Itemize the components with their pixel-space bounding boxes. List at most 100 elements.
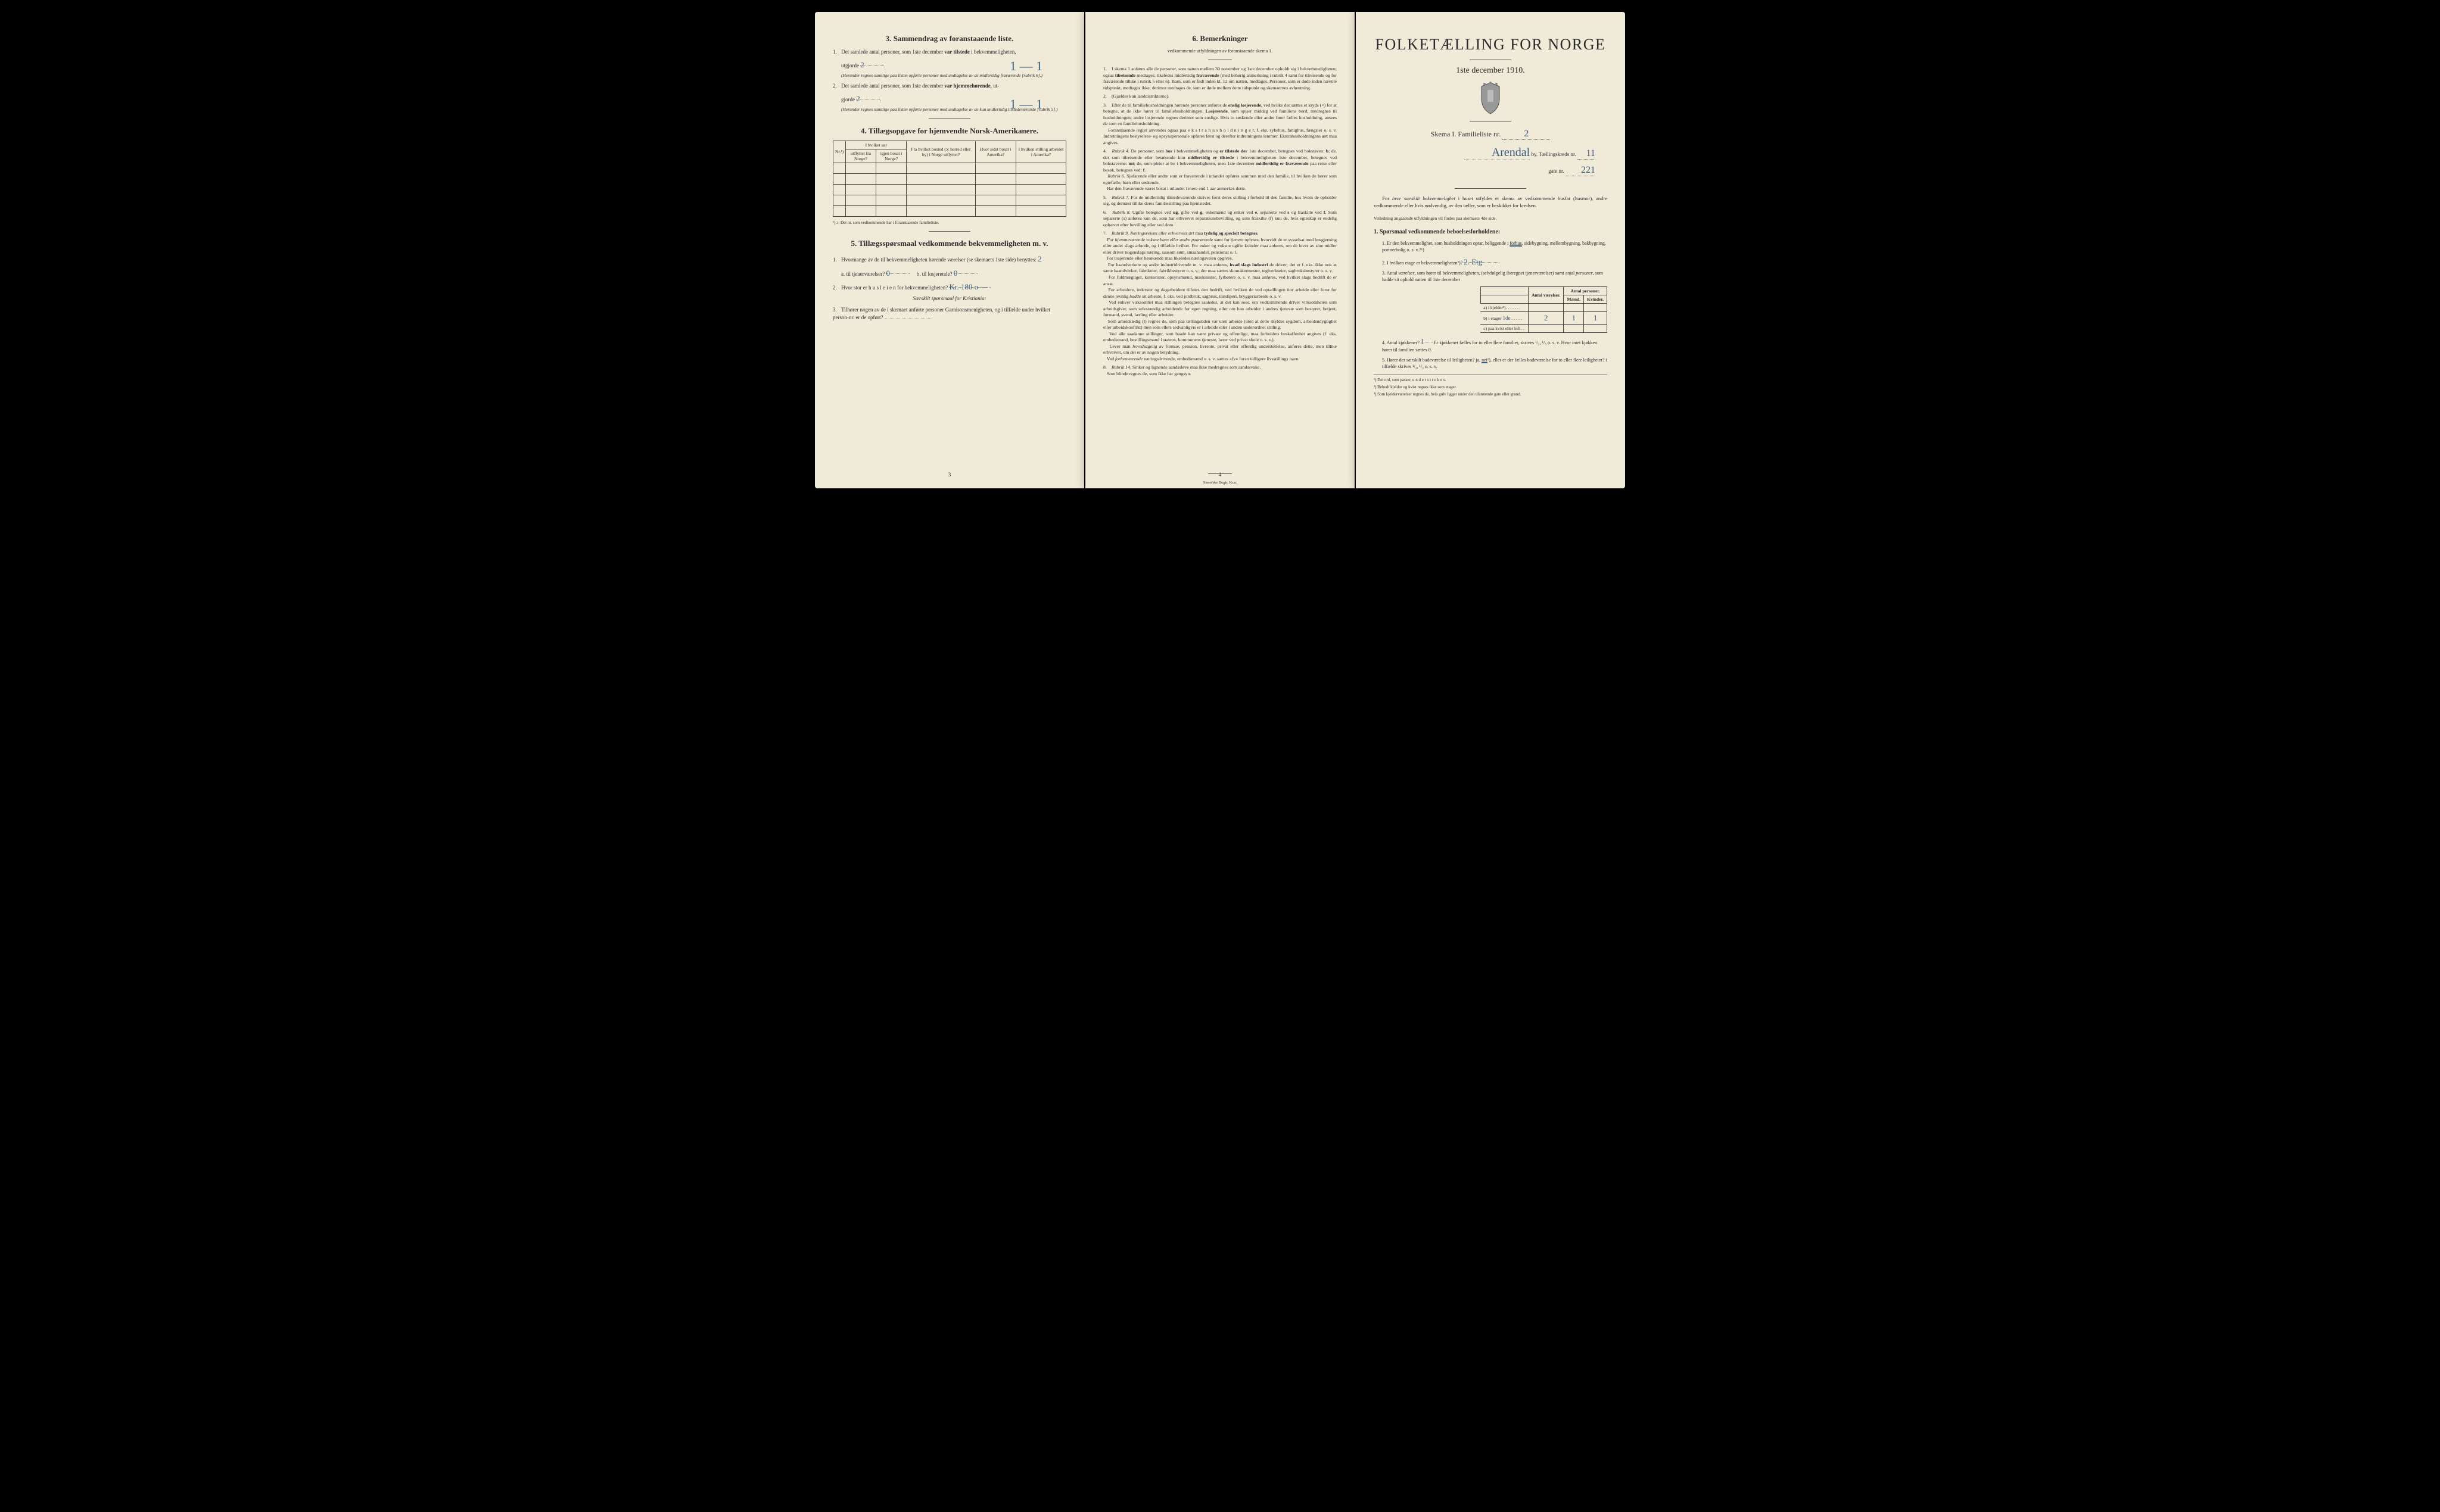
bemerk-item: 3. Efter de til familiehusholdningen hør… <box>1103 102 1337 146</box>
s3-q1: 1. Det samlede antal personer, som 1ste … <box>833 48 1066 56</box>
r-fn1: ¹) Det ord, som passer, u n d e r s t r … <box>1374 378 1607 382</box>
s3-q2: 2. Det samlede antal personer, som 1ste … <box>833 82 1066 90</box>
rt-r-b: b) i etager 1de ..... <box>1480 312 1528 325</box>
page-3-num: 3 <box>815 472 1084 478</box>
s4-th-nr: Nr.¹) <box>833 141 846 163</box>
s3-q2-text-c: , ut- <box>991 83 1000 89</box>
s4-table: Nr.¹) I hvilket aar Fra hvilket bosted (… <box>833 141 1066 217</box>
s5-q2-text: Hvor stor er h u s l e i e n for bekvemm… <box>841 285 948 291</box>
s3-q1-value: 2 <box>860 60 864 69</box>
s6-title: 6. Bemerkninger <box>1103 34 1337 43</box>
s4-title: 4. Tillægsopgave for hjemvendte Norsk-Am… <box>833 126 1066 136</box>
bemerk-item: 7. Rubrik 9. Næringsveiens eller erhverv… <box>1103 230 1337 362</box>
gate-val: 221 <box>1581 165 1595 175</box>
r-q2-val: 2. Etg <box>1464 257 1482 266</box>
s5-q3-text: Tilhører nogen av de i skemaet anførte p… <box>833 307 1050 321</box>
s3-mark2: 1 — 1 <box>1010 96 1042 112</box>
s4-th-igjen: igjen bosat i Norge? <box>876 149 907 163</box>
r-q1-text: Er den bekvemmelighet, som husholdningen… <box>1382 241 1606 252</box>
s4-th-fra: Fra hvilket bosted (ɔ: herred eller by) … <box>907 141 975 163</box>
rt-r-a: a) i kjelder³)....... <box>1480 304 1528 312</box>
schema-val: 2 <box>1524 129 1529 139</box>
by-val: Arendal <box>1492 146 1530 159</box>
s5-q1-text: Hvormange av de til bekvemmeligheten hør… <box>841 257 1037 263</box>
s3-q2-value: 2 <box>856 94 860 103</box>
s5-title: 5. Tillægsspørsmaal vedkommende bekvemme… <box>833 239 1066 249</box>
kreds-val: 11 <box>1586 148 1595 158</box>
r-q4-text: Antal kjøkkener? <box>1387 340 1420 345</box>
s3-mark1: 1 — 1 <box>1010 58 1042 74</box>
schema-line: Skema I. Familieliste nr. 2 <box>1374 129 1607 140</box>
s5-q1b-val: 0 <box>954 269 958 278</box>
s6-sub: vedkommende utfyldningen av foranstaaend… <box>1103 48 1337 54</box>
page-4-num: 4 <box>1085 472 1355 478</box>
r-q4-val: 1 <box>1421 337 1425 346</box>
bemerk-item: 6. Rubrik 8. Ugifte betegnes ved ug, gif… <box>1103 210 1337 229</box>
page-4: 6. Bemerkninger vedkommende utfyldningen… <box>1085 12 1355 488</box>
page-cover: FOLKETÆLLING FOR NORGE 1ste december 191… <box>1356 12 1625 488</box>
rooms-table: Antal værelser. Antal personer. Mænd. Kv… <box>1480 286 1607 333</box>
by-line: Arendal by. Tællingskreds nr. 11 <box>1386 146 1595 160</box>
bemerk-item: 5. Rubrik 7. For de midlertidig tilstede… <box>1103 195 1337 207</box>
s5-q1ab: a. til tjenerværelser? 0 b. til losjeren… <box>841 268 1066 278</box>
s5-q2-val: Kr. 180 o — <box>949 282 988 291</box>
s6-items: 1. I skema 1 anføres alle de personer, s… <box>1103 66 1337 377</box>
r-q5-nei: nei <box>1482 357 1487 363</box>
r-q2-text: I hvilken etage er bekvemmeligheten²)? <box>1387 260 1462 266</box>
s5-q3: 3. Tilhører nogen av de i skemaet anført… <box>833 306 1066 322</box>
s3-q1-text-a: Det samlede antal personer, som 1ste dec… <box>841 49 943 55</box>
s5-q2: 2. Hvor stor er h u s l e i e n for bekv… <box>833 282 1066 292</box>
gate-label: gate nr. <box>1548 168 1564 174</box>
bemerk-item: 8. Rubrik 14. Sinker og lignende aandssl… <box>1103 364 1337 377</box>
by-label: by. Tællingskreds nr. <box>1531 151 1576 157</box>
rt-r-b-v: 2 <box>1544 313 1548 322</box>
gate-line: gate nr. 221 <box>1386 165 1595 176</box>
bemerk-item: 2. (Gjælder kun landdistrikterne). <box>1103 93 1337 100</box>
bemerk-item: 1. I skema 1 anføres alle de personer, s… <box>1103 66 1337 91</box>
rt-h-pers: Antal personer. <box>1564 287 1607 295</box>
s3-q1-text-b: var tilstede <box>944 49 970 55</box>
s5-q1a-val: 0 <box>886 269 890 278</box>
s3-q2-text-a: Det samlede antal personer, som 1ste dec… <box>841 83 943 89</box>
r-q3: 3. Antal værelser, som hører til bekvemm… <box>1382 270 1607 283</box>
s5-q1: 1. Hvormange av de til bekvemmeligheten … <box>833 254 1066 264</box>
s5-q1a: a. til tjenerværelser? <box>841 271 885 277</box>
intro-a: For <box>1382 195 1389 201</box>
rt-r-b-etg: 1de <box>1503 315 1511 321</box>
rt-r-c: c) paa kvist eller loft.. <box>1480 325 1528 333</box>
intro-sub: Veiledning angaaende utfyldningen vil fi… <box>1374 216 1607 222</box>
s4-footnote: ¹) ɔ: Det nr. som vedkommende har i fora… <box>833 220 1066 225</box>
r-q3-text: Antal værelser, som hører til bekvemmeli… <box>1382 270 1603 282</box>
r-q5-a: Hører der særskilt badeværelse til leili… <box>1387 357 1480 363</box>
s3-q2-gjorde: gjorde <box>841 96 855 102</box>
s4-th-hvor: Hvor sidst bosat i Amerika? <box>975 141 1016 163</box>
intro-text: For hver særskilt bekvemmelighet i huset… <box>1374 195 1607 210</box>
coat-of-arms-icon <box>1477 82 1504 115</box>
s3-q2-text-b: var hjemmehørende <box>944 83 990 89</box>
rt-h-vaer: Antal værelser. <box>1529 287 1564 304</box>
census-date: 1ste december 1910. <box>1374 66 1607 76</box>
r-s1-title: 1. Spørsmaal vedkommende beboelsesforhol… <box>1374 228 1607 236</box>
r-fn2: ²) Bebodt kjelder og kvist regnes ikke s… <box>1374 385 1607 389</box>
r-q1: 1. Er den bekvemmelighet, som husholdnin… <box>1382 240 1607 253</box>
r-q2: 2. I hvilken etage er bekvemmeligheten²)… <box>1382 257 1607 266</box>
intro-b: hver særskilt bekvemmelighet <box>1392 195 1455 201</box>
r-fn3: ³) Som kjelderværelser regnes de, hvis g… <box>1374 392 1607 397</box>
r-q4: 4. Antal kjøkkener? 1 Er kjøkkenet fælle… <box>1382 336 1607 353</box>
rt-h-m: Mænd. <box>1564 295 1584 304</box>
rt-h-k: Kvinder. <box>1584 295 1607 304</box>
printer-credit: Steen'ske Bogtr. Kr.a. <box>1085 481 1355 485</box>
s5-q1b: b. til losjerende? <box>917 271 953 277</box>
rt-r-b-m: 1 <box>1572 313 1576 322</box>
s3-title: 3. Sammendrag av foranstaaende liste. <box>833 34 1066 43</box>
page-3: 3. Sammendrag av foranstaaende liste. 1.… <box>815 12 1084 488</box>
schema-label: Skema I. Familieliste nr. <box>1431 130 1501 138</box>
bemerk-item: 4. Rubrik 4. De personer, som bor i bekv… <box>1103 148 1337 192</box>
census-title: FOLKETÆLLING FOR NORGE <box>1374 36 1607 54</box>
r-q5: 5. Hører der særskilt badeværelse til le… <box>1382 357 1607 370</box>
s3-q1-text-c: i bekvemmeligheten, <box>971 49 1016 55</box>
s4-th-stilling: I hvilken stilling arbeidet i Amerika? <box>1016 141 1066 163</box>
s5-q2-sub: Særskilt spørsmaal for Kristiania: <box>833 295 1066 303</box>
rt-r-b-k: 1 <box>1594 313 1598 322</box>
s4-th-ut: utflyttet fra Norge? <box>846 149 876 163</box>
